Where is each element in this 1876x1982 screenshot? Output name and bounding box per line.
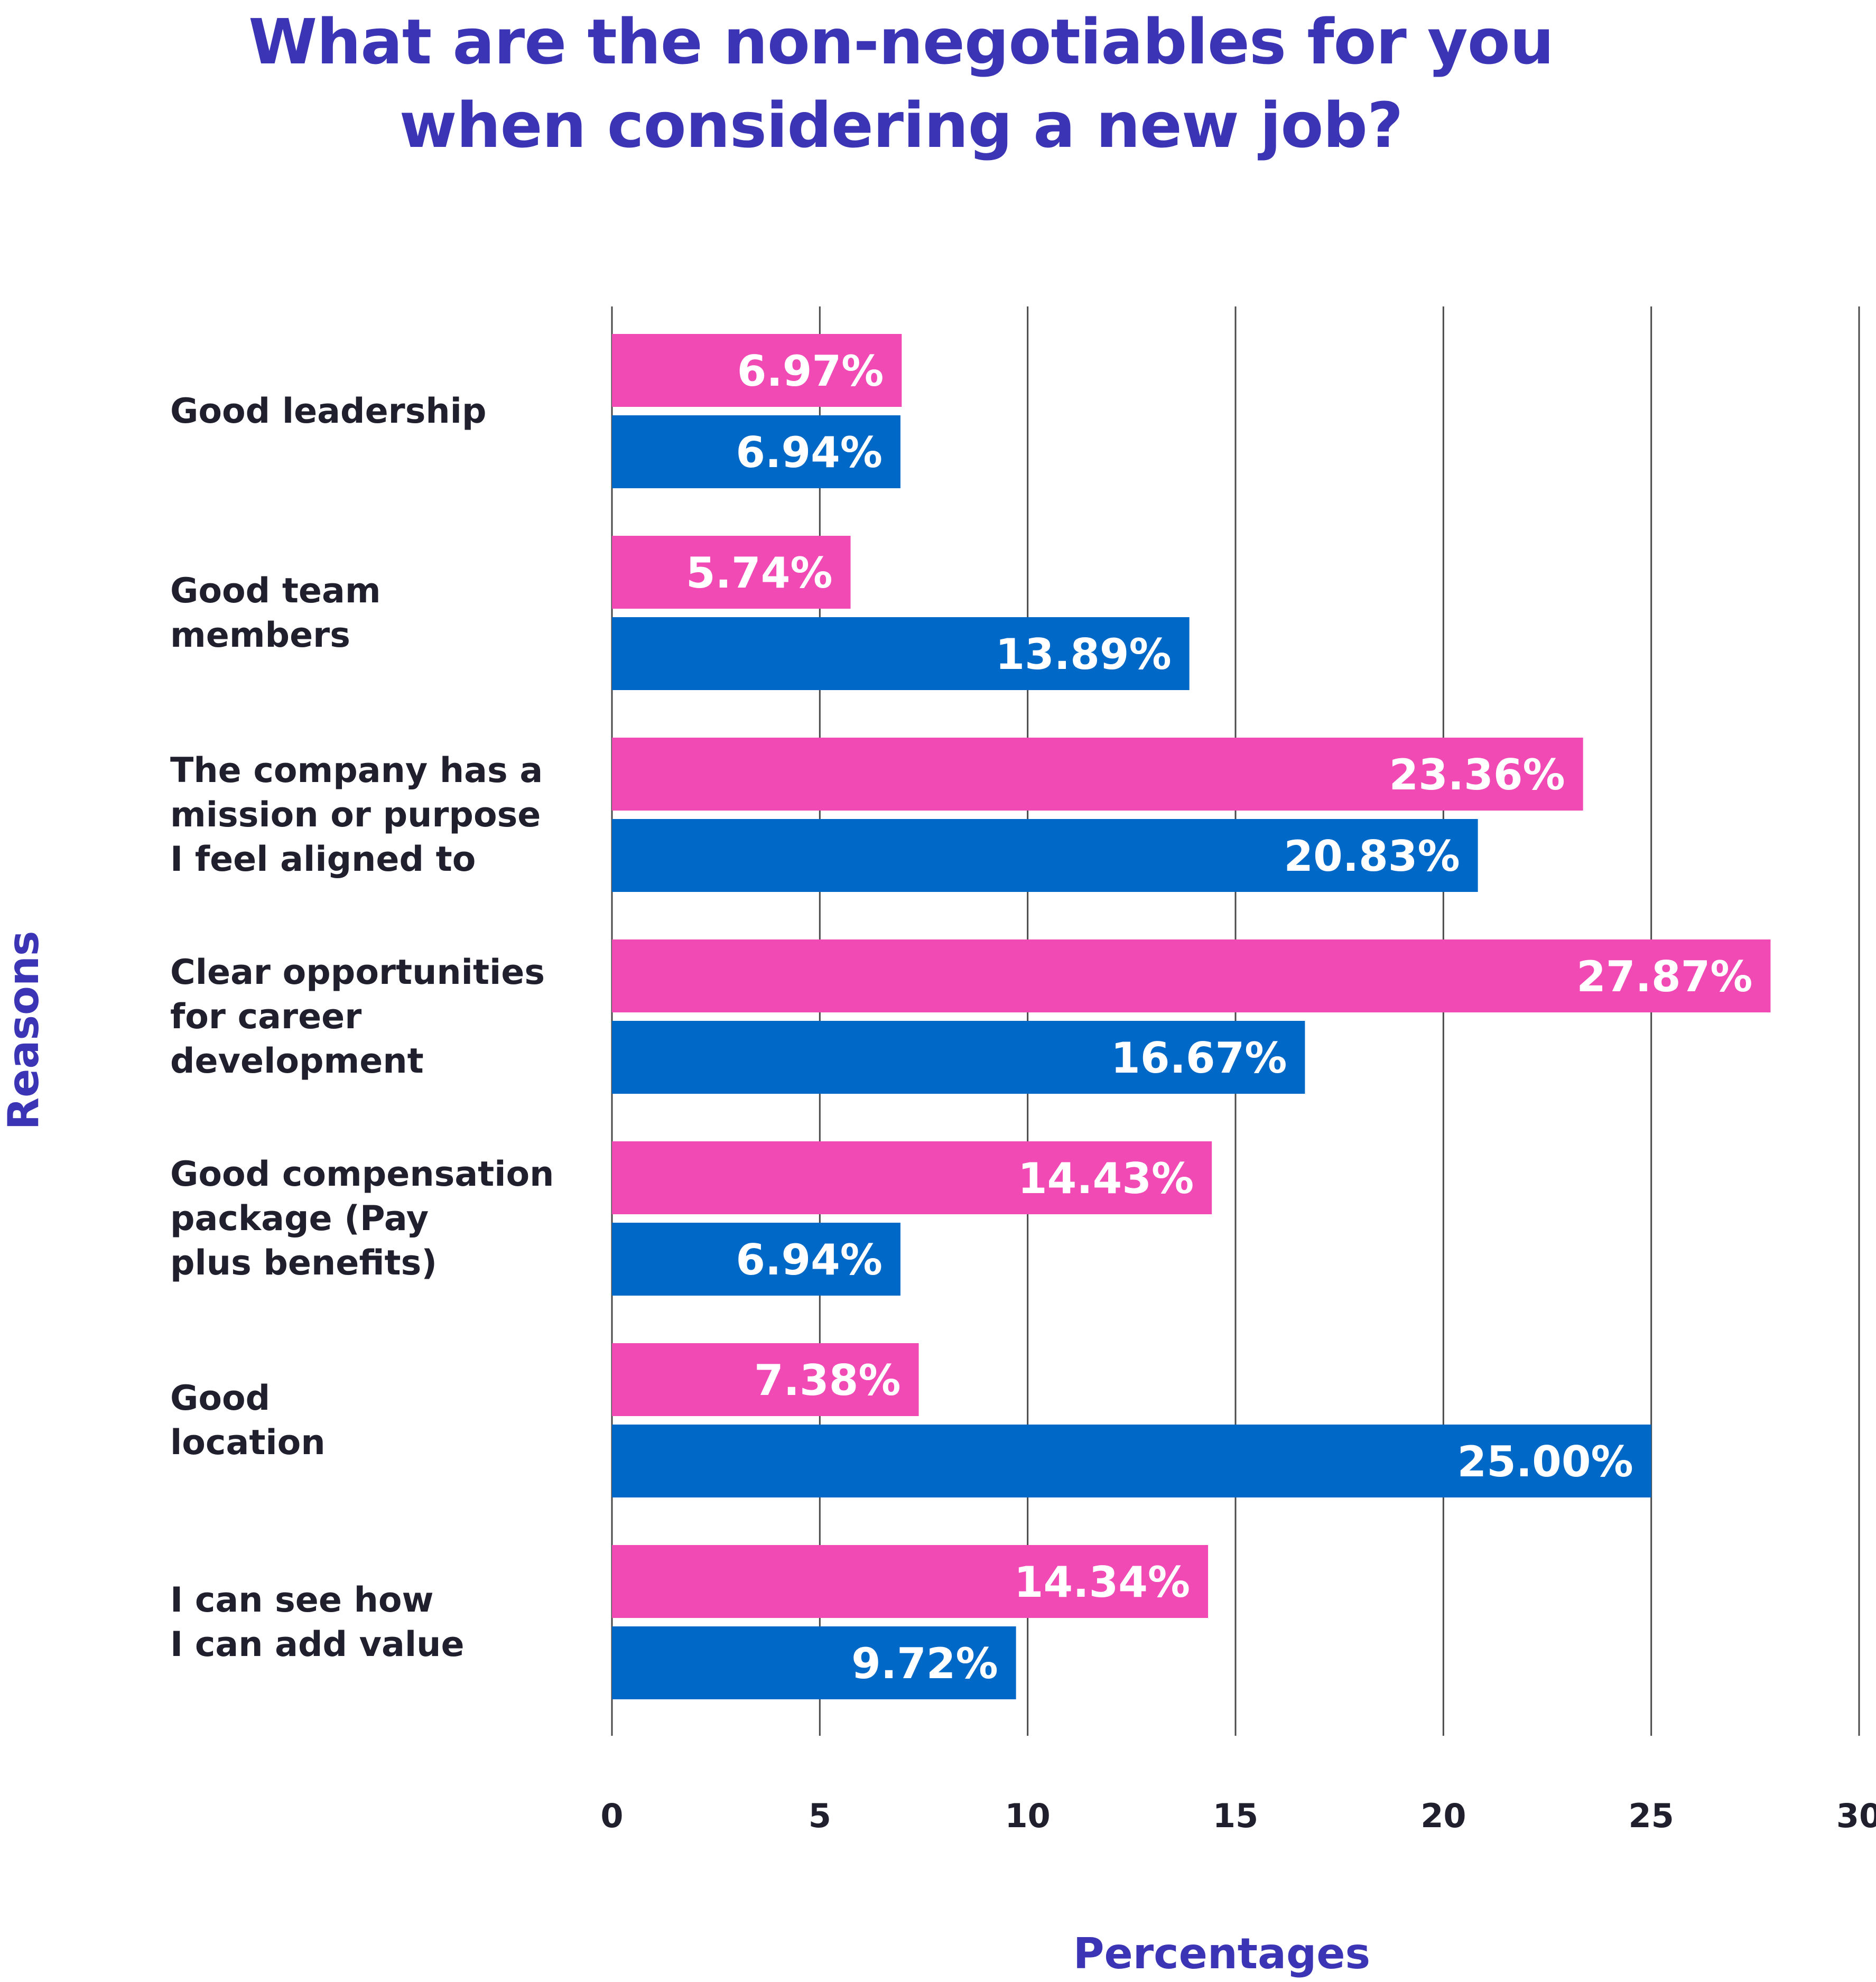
bar-value-label: 23.36%: [1389, 750, 1565, 799]
chart-title-line: when considering a new job?: [399, 89, 1404, 162]
bars: 6.97% 6.94% 5.74% 13.89% 23.36% 20.83% 27.87% 1…: [612, 334, 1771, 1699]
x-tick-labels: 0 5 10 15 20 25 30: [600, 1797, 1876, 1835]
x-axis-title: Percentages: [1073, 1929, 1370, 1978]
category-label-line: plus benefits): [170, 1243, 437, 1283]
bar: [612, 1343, 919, 1416]
bar: [612, 939, 1771, 1012]
bar-value-label: 14.43%: [1018, 1154, 1194, 1203]
category-label-line: members: [170, 616, 350, 655]
x-tick-label: 10: [1005, 1797, 1051, 1835]
category-label-line: for career: [170, 997, 361, 1037]
bar-value-label: 6.94%: [736, 1235, 883, 1285]
bar-value-label: 27.87%: [1576, 952, 1752, 1001]
bar: [612, 1545, 1209, 1618]
chart-title-line: What are the non-negotiables for you: [248, 5, 1554, 78]
bar: [612, 1021, 1305, 1094]
category-label-line: I can add value: [170, 1625, 465, 1664]
category-label: Good location: [170, 1379, 326, 1463]
chart-title: What are the non-negotiables for you whe…: [0, 0, 1876, 167]
category-label-line: I can see how: [170, 1580, 434, 1620]
category-label-line: development: [170, 1041, 424, 1081]
bar-value-label: 20.83%: [1284, 832, 1460, 881]
category-label-line: mission or purpose: [170, 795, 541, 835]
bar-value-label: 13.89%: [995, 630, 1171, 679]
category-label: Good leadership: [170, 392, 487, 431]
bar-value-label: 6.97%: [737, 347, 884, 396]
category-label-line: location: [170, 1423, 326, 1463]
bar-value-label: 14.34%: [1014, 1558, 1190, 1607]
bar: [612, 738, 1583, 811]
bar: [612, 617, 1190, 690]
bar: [612, 1626, 1016, 1699]
x-tick-label: 0: [600, 1797, 623, 1835]
x-tick-label: 30: [1836, 1797, 1876, 1835]
bar: [612, 1425, 1651, 1497]
bar: [612, 536, 851, 609]
category-label: Good team members: [170, 571, 381, 655]
category-label-line: I feel aligned to: [170, 840, 476, 879]
x-tick-label: 20: [1420, 1797, 1466, 1835]
bar: [612, 1141, 1212, 1214]
bar: [612, 334, 902, 407]
bar: [612, 819, 1478, 892]
category-label: Clear opportunities for career development: [170, 953, 545, 1081]
category-label-line: Clear opportunities: [170, 953, 545, 992]
category-label-line: package (Pay: [170, 1199, 429, 1239]
bar-value-label: 6.94%: [736, 428, 883, 477]
category-label-line: Good compensation: [170, 1155, 554, 1194]
bar-value-label: 16.67%: [1111, 1034, 1287, 1083]
bar-value-label: 7.38%: [754, 1356, 901, 1405]
bar-value-label: 9.72%: [851, 1639, 998, 1688]
x-tick-label: 5: [809, 1797, 831, 1835]
category-label: The company has a mission or purpose I fee…: [170, 751, 543, 879]
category-label: I can see how I can add value: [170, 1580, 465, 1664]
bar-value-label: 5.74%: [686, 548, 833, 598]
category-labels: Good leadership Good team members The compa…: [170, 392, 554, 1664]
x-tick-label: 25: [1629, 1797, 1674, 1835]
category-label-line: Good team: [170, 571, 381, 611]
category-label-line: Good leadership: [170, 392, 487, 431]
category-label: Good compensation package (Pay plus benefi…: [170, 1155, 554, 1283]
category-label-line: The company has a: [170, 751, 543, 790]
bar: [612, 1223, 900, 1296]
x-tick-label: 15: [1213, 1797, 1258, 1835]
category-label-line: Good: [170, 1379, 270, 1418]
y-axis-title: Reasons: [0, 931, 48, 1130]
bar: [612, 415, 900, 488]
bar-value-label: 25.00%: [1457, 1437, 1633, 1486]
